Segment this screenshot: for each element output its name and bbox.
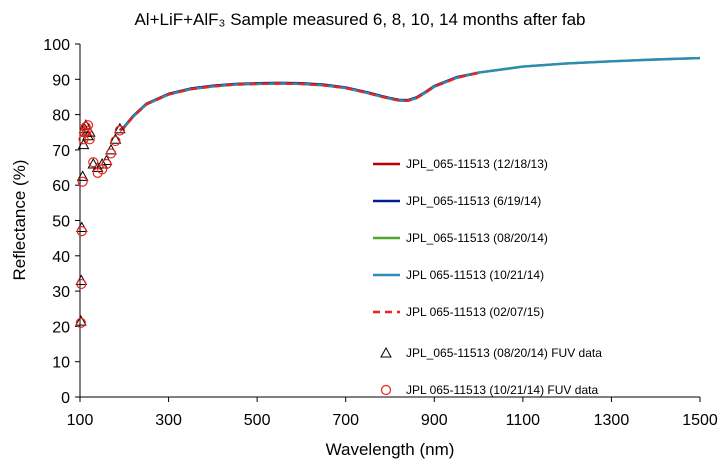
- x-tick-label: 300: [155, 412, 182, 429]
- triangle-marker: [77, 138, 90, 150]
- y-tick-label: 100: [43, 37, 70, 54]
- legend-label-6: JPL 065-11513 (10/21/14) FUV data: [406, 383, 598, 397]
- x-tick-label: 1100: [506, 412, 541, 429]
- triangle-marker: [87, 157, 100, 169]
- circle-marker: [78, 134, 89, 145]
- triangle-marker: [109, 133, 122, 144]
- circle-marker: [76, 225, 87, 237]
- circle-marker: [88, 157, 99, 168]
- legend-label-5: JPL_065-11513 (08/20/14) FUV data: [406, 346, 602, 360]
- y-tick-label: 80: [52, 108, 70, 125]
- triangle-marker: [114, 122, 126, 134]
- legend-swatch-5: [380, 346, 392, 358]
- y-tick-label: 40: [52, 249, 70, 266]
- x-tick-label: 1300: [594, 412, 630, 429]
- y-tick-label: 10: [52, 355, 70, 372]
- circle-marker: [101, 158, 112, 170]
- y-tick-label: 70: [52, 143, 70, 160]
- chart-title: Al+LiF+AlF₃ Sample measured 6, 8, 10, 14…: [134, 10, 585, 29]
- legend-label-3: JPL 065-11513 (10/21/14): [406, 268, 544, 282]
- y-axis-title: Reflectance (%): [10, 160, 29, 281]
- legend: JPL_065-11513 (12/18/13) JPL_065-11513 (6…: [373, 157, 602, 397]
- legend-label-2: JPL_065-11513 (08/20/14): [406, 231, 548, 245]
- legend-swatch-6: [380, 384, 392, 396]
- series-layer: [75, 56, 701, 328]
- series-line-4: [119, 71, 479, 132]
- circle-marker: [114, 125, 125, 136]
- circle-marker: [110, 135, 121, 147]
- circle-marker: [77, 176, 88, 187]
- triangle-marker: [96, 157, 108, 169]
- y-tick-label: 30: [52, 284, 70, 301]
- triangle-marker: [75, 315, 87, 326]
- x-tick-label: 1500: [682, 412, 718, 429]
- triangle-marker: [76, 170, 89, 181]
- y-tick-label: 60: [52, 178, 70, 195]
- y-tick-label: 0: [61, 390, 70, 407]
- y-tick-label: 50: [52, 214, 70, 231]
- circle-marker: [76, 278, 87, 290]
- circle-marker: [75, 317, 86, 328]
- x-axis-title: Wavelength (nm): [326, 440, 455, 459]
- x-tick-label: 500: [244, 412, 271, 429]
- x-tick-label: 700: [332, 412, 359, 429]
- y-tick-label: 20: [52, 319, 70, 336]
- y-tick-label: 90: [52, 72, 70, 89]
- axes: 0 10 20 30 40 50 60 70 80 90 100 100 300 500 700 900 110…: [43, 37, 718, 429]
- circle-marker: [84, 134, 95, 145]
- circle-marker: [82, 120, 94, 131]
- x-tick-label: 100: [67, 412, 94, 429]
- circle-marker: [105, 148, 117, 159]
- legend-label-1: JPL_065-11513 (6/19/14): [406, 194, 541, 208]
- x-tick-label: 900: [421, 412, 448, 429]
- circle-marker: [81, 125, 92, 136]
- legend-label-0: JPL_065-11513 (12/18/13): [406, 157, 548, 171]
- legend-label-4: JPL 065-11513 (02/07/15): [406, 305, 544, 319]
